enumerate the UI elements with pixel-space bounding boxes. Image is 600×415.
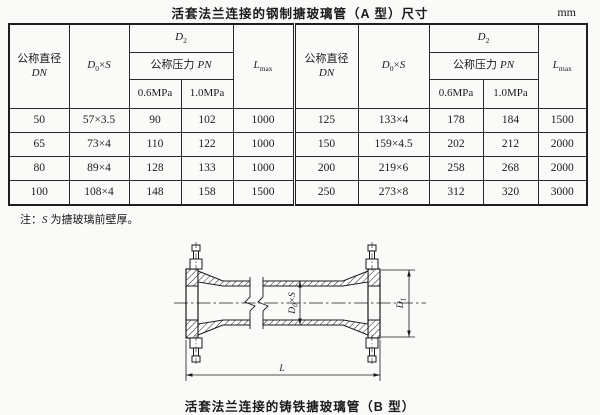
figure-caption: 活套法兰连接的铸铁搪玻璃管（B 型）: [184, 400, 416, 414]
table-row: 50 57×3.5 90 102 1000 125 133×4 178 184 …: [8, 108, 588, 133]
unit-label: mm: [557, 5, 576, 19]
pipe-diagram: D0×S D1 L: [174, 242, 426, 381]
header-pn-right: 公称压力 PN: [428, 52, 539, 80]
table-title: 活套法兰连接的钢制搪玻璃管（A 型）尺寸: [171, 7, 429, 21]
cell: 102: [180, 108, 234, 133]
cell: 184: [482, 108, 539, 133]
left-flange: [185, 268, 199, 339]
cell: 122: [180, 132, 234, 157]
bolt-bottom-right: [365, 335, 379, 365]
header-d0s-left: D0×S: [68, 23, 130, 109]
header-10mpa-left: 1.0MPa: [180, 79, 234, 109]
cell: 89×4: [68, 156, 130, 181]
cell: 110: [128, 132, 182, 157]
header-lmax-right: Lmax: [537, 23, 588, 109]
bolt-bottom-left: [189, 335, 203, 365]
pipe-walls: [197, 270, 369, 336]
cell: 159×4.5: [357, 132, 430, 157]
header-10mpa-right: 1.0MPa: [482, 79, 539, 109]
cell: 80: [8, 156, 70, 181]
cell: 178: [428, 108, 484, 133]
cell: 3000: [537, 180, 588, 206]
cell: 1000: [232, 156, 295, 181]
cell: 258: [428, 156, 484, 181]
cell: 250: [292, 180, 359, 206]
cell: 57×3.5: [68, 108, 130, 133]
cell: 1000: [232, 132, 295, 157]
header-06mpa-left: 0.6MPa: [128, 79, 182, 109]
cell: 73×4: [68, 132, 130, 157]
header-lmax-left: Lmax: [232, 23, 295, 109]
bolt-top-left: [189, 242, 203, 272]
cell: 212: [482, 132, 539, 157]
cell: 128: [128, 156, 182, 181]
table-note: 注：S 为搪玻璃前壁厚。: [20, 214, 139, 226]
cell: 100: [8, 180, 70, 206]
header-06mpa-right: 0.6MPa: [428, 79, 484, 109]
dim-d1: D1: [381, 269, 415, 338]
table-row: 100 108×4 148 158 1500 250 273×8 312 320…: [8, 180, 588, 206]
cell: 312: [428, 180, 484, 206]
cell: 202: [428, 132, 484, 157]
diagram-container: D0×S D1 L: [168, 241, 438, 393]
cell: 148: [128, 180, 182, 206]
table-row: 80 89×4 128 133 1000 200 219×6 258 268 2…: [8, 156, 588, 181]
header-pn-left: 公称压力 PN: [128, 52, 234, 80]
cell: 133: [180, 156, 234, 181]
dim-d1-label: D1: [396, 298, 408, 309]
table-row: 65 73×4 110 122 1000 150 159×4.5 202 212…: [8, 132, 588, 157]
cell: 2000: [537, 156, 588, 181]
header-d2-left: D2: [128, 23, 234, 53]
cell: 50: [8, 108, 70, 133]
header-dn-left: 公称直径 DN: [8, 23, 70, 109]
break-lines: [244, 277, 269, 329]
dim-d0s-label: D0×S: [288, 292, 300, 315]
cell: 150: [292, 132, 359, 157]
cell: 1500: [537, 108, 588, 133]
cell: 133×4: [357, 108, 430, 133]
cell: 125: [292, 108, 359, 133]
dim-d0s: D0×S: [288, 281, 302, 325]
cell: 268: [482, 156, 539, 181]
dim-l-label: L: [278, 364, 284, 374]
cell: 65: [8, 132, 70, 157]
cell: 200: [292, 156, 359, 181]
cell: 320: [482, 180, 539, 206]
bolt-top-right: [365, 242, 379, 272]
header-dn-right: 公称直径 DN: [292, 23, 359, 109]
cell: 108×4: [68, 180, 130, 206]
cell: 1500: [232, 180, 295, 206]
dim-l: L: [185, 340, 381, 381]
cell: 219×6: [357, 156, 430, 181]
cell: 158: [180, 180, 234, 206]
cell: 1000: [232, 108, 295, 133]
right-flange: [367, 268, 381, 339]
cell: 90: [128, 108, 182, 133]
title-row: 活套法兰连接的钢制搪玻璃管（A 型）尺寸 mm: [0, 3, 600, 22]
header-d0s-right: D0×S: [357, 23, 430, 109]
cell: 273×8: [357, 180, 430, 206]
header-d2-right: D2: [428, 23, 539, 53]
cell: 2000: [537, 132, 588, 157]
dimension-table: 公称直径 DN D0×S D2 Lmax 公称直径 DN D0×S D2 Lma…: [8, 23, 589, 206]
